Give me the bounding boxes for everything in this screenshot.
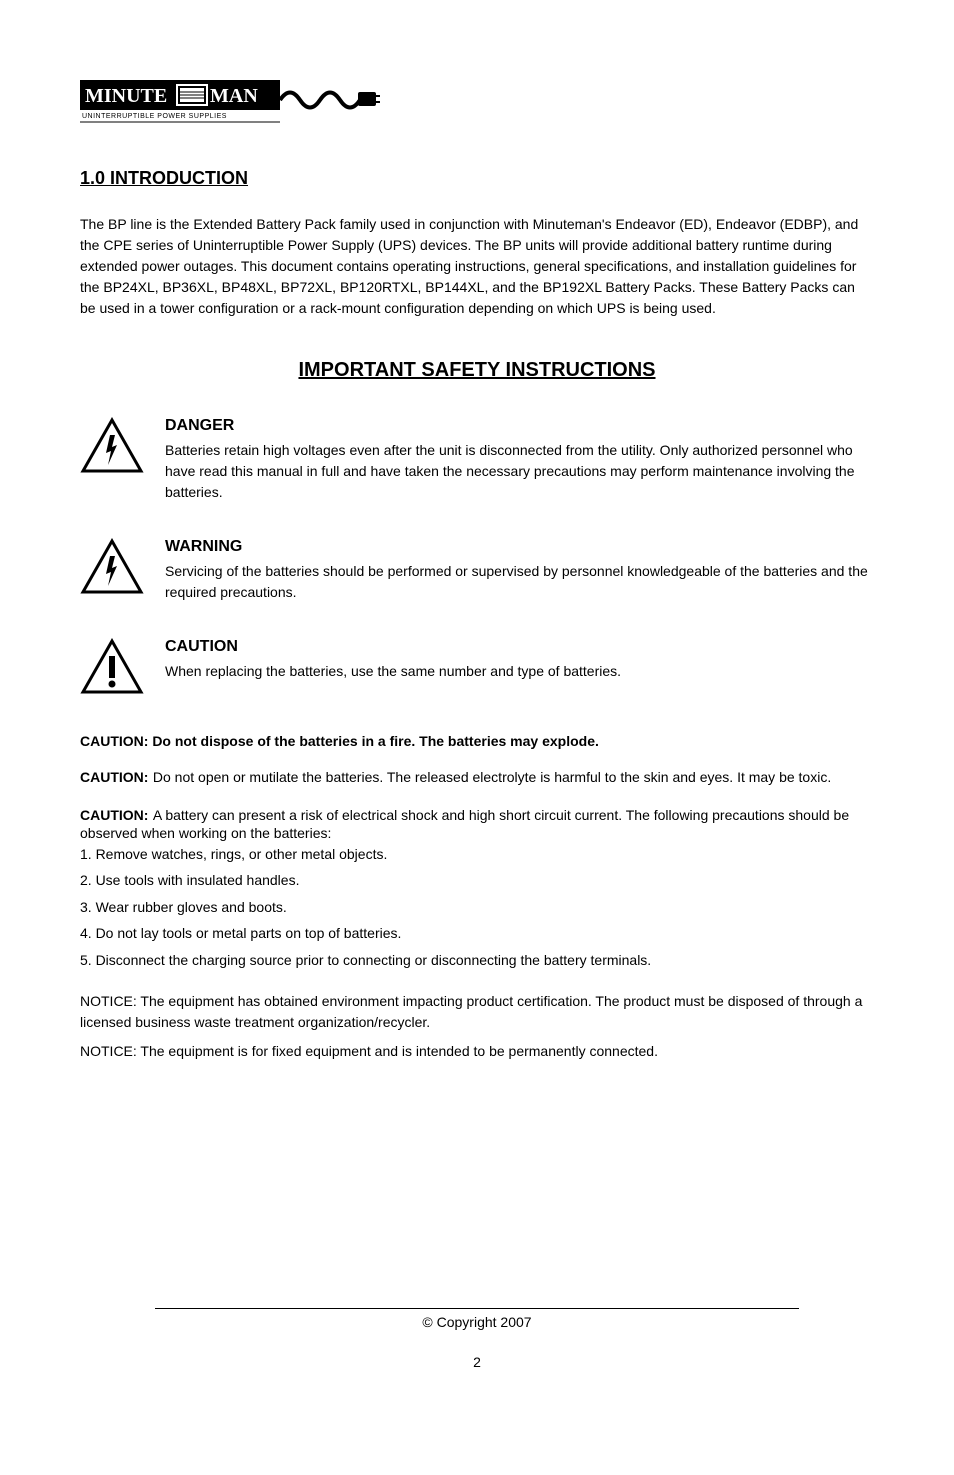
- caution-shock: CAUTION: A battery can present a risk of…: [80, 807, 874, 971]
- list-item: 3. Wear rubber gloves and boots.: [80, 896, 874, 918]
- svg-text:R: R: [273, 85, 277, 91]
- notice-fixed: NOTICE: The equipment is for fixed equip…: [80, 1041, 874, 1062]
- danger-text: Batteries retain high voltages even afte…: [165, 440, 874, 503]
- copyright: © Copyright 2007: [155, 1308, 799, 1330]
- caution-fire-heading: CAUTION: Do not dispose of the batteries…: [80, 733, 874, 749]
- caution-open: CAUTION: Do not open or mutilate the bat…: [80, 769, 874, 787]
- caution-icon: [80, 638, 145, 698]
- warning-block: WARNING Servicing of the batteries shoul…: [80, 538, 874, 603]
- notice-disposal: NOTICE: The equipment has obtained envir…: [80, 991, 874, 1033]
- caution-open-label: CAUTION:: [80, 769, 148, 785]
- list-item: 1. Remove watches, rings, or other metal…: [80, 843, 874, 865]
- safety-title: IMPORTANT SAFETY INSTRUCTIONS: [80, 359, 874, 382]
- caution-fire: CAUTION: Do not dispose of the batteries…: [80, 733, 874, 749]
- danger-block: DANGER Batteries retain high voltages ev…: [80, 417, 874, 503]
- caution-shock-intro: A battery can present a risk of electric…: [80, 807, 849, 841]
- intro-paragraph: The BP line is the Extended Battery Pack…: [80, 214, 874, 319]
- caution-open-text: Do not open or mutilate the batteries. T…: [153, 769, 831, 785]
- caution-label: CAUTION: [165, 638, 874, 656]
- caution-shock-label: CAUTION:: [80, 807, 148, 823]
- svg-text:UNINTERRUPTIBLE POWER SUPPLIES: UNINTERRUPTIBLE POWER SUPPLIES: [82, 113, 227, 120]
- list-item: 5. Disconnect the charging source prior …: [80, 949, 874, 971]
- warning-label: WARNING: [165, 538, 874, 556]
- precaution-list: 1. Remove watches, rings, or other metal…: [80, 843, 874, 971]
- caution-block: CAUTION When replacing the batteries, us…: [80, 638, 874, 698]
- list-item: 2. Use tools with insulated handles.: [80, 869, 874, 891]
- list-item: 4. Do not lay tools or metal parts on to…: [80, 922, 874, 944]
- section-title: 1.0 INTRODUCTION: [80, 168, 874, 189]
- caution-text: When replacing the batteries, use the sa…: [165, 661, 874, 682]
- warning-text: Servicing of the batteries should be per…: [165, 561, 874, 603]
- shock-icon: [80, 417, 145, 477]
- minuteman-logo: MINUTE MAN R UNINTERRUPTIBLE POWER SUPPL…: [80, 80, 874, 133]
- page-number: 2: [0, 1354, 954, 1370]
- danger-label: DANGER: [165, 417, 874, 435]
- svg-text:MINUTE: MINUTE: [85, 85, 167, 107]
- svg-text:MAN: MAN: [210, 85, 258, 107]
- shock-icon: [80, 538, 145, 598]
